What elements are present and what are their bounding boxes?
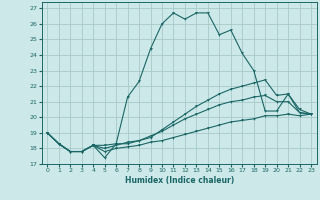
X-axis label: Humidex (Indice chaleur): Humidex (Indice chaleur) <box>124 176 234 185</box>
